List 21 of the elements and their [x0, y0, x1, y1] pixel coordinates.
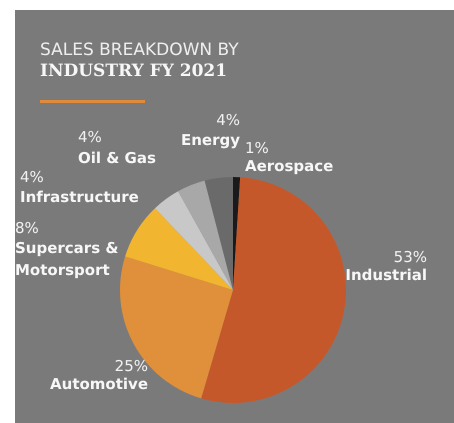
data-label: 53%	[394, 248, 427, 266]
data-label: 1%	[245, 139, 269, 157]
slice-label: Infrastructure	[20, 188, 139, 206]
pie-slice	[204, 177, 233, 290]
data-label: 4%	[20, 168, 44, 186]
pie-slice	[201, 177, 346, 403]
pie-slice	[178, 180, 233, 290]
data-label: 25%	[114, 357, 148, 375]
data-label: 8%	[15, 219, 39, 237]
pie-slice	[155, 191, 233, 290]
slice-label: Aerospace	[245, 157, 334, 175]
chart-subtitle: INDUSTRY FY 2021	[40, 61, 228, 81]
slice-label: Industrial	[345, 266, 427, 284]
pie-slice	[125, 208, 233, 290]
data-label: 4%	[216, 111, 240, 129]
slice-label: Energy	[180, 131, 240, 149]
slice-label: Supercars & Motorsport	[15, 239, 118, 279]
slice-label: Automotive	[50, 375, 148, 393]
slice-label: Oil & Gas	[78, 149, 156, 167]
chart-title: SALES BREAKDOWN BY	[40, 40, 240, 60]
data-label: 4%	[78, 128, 102, 146]
